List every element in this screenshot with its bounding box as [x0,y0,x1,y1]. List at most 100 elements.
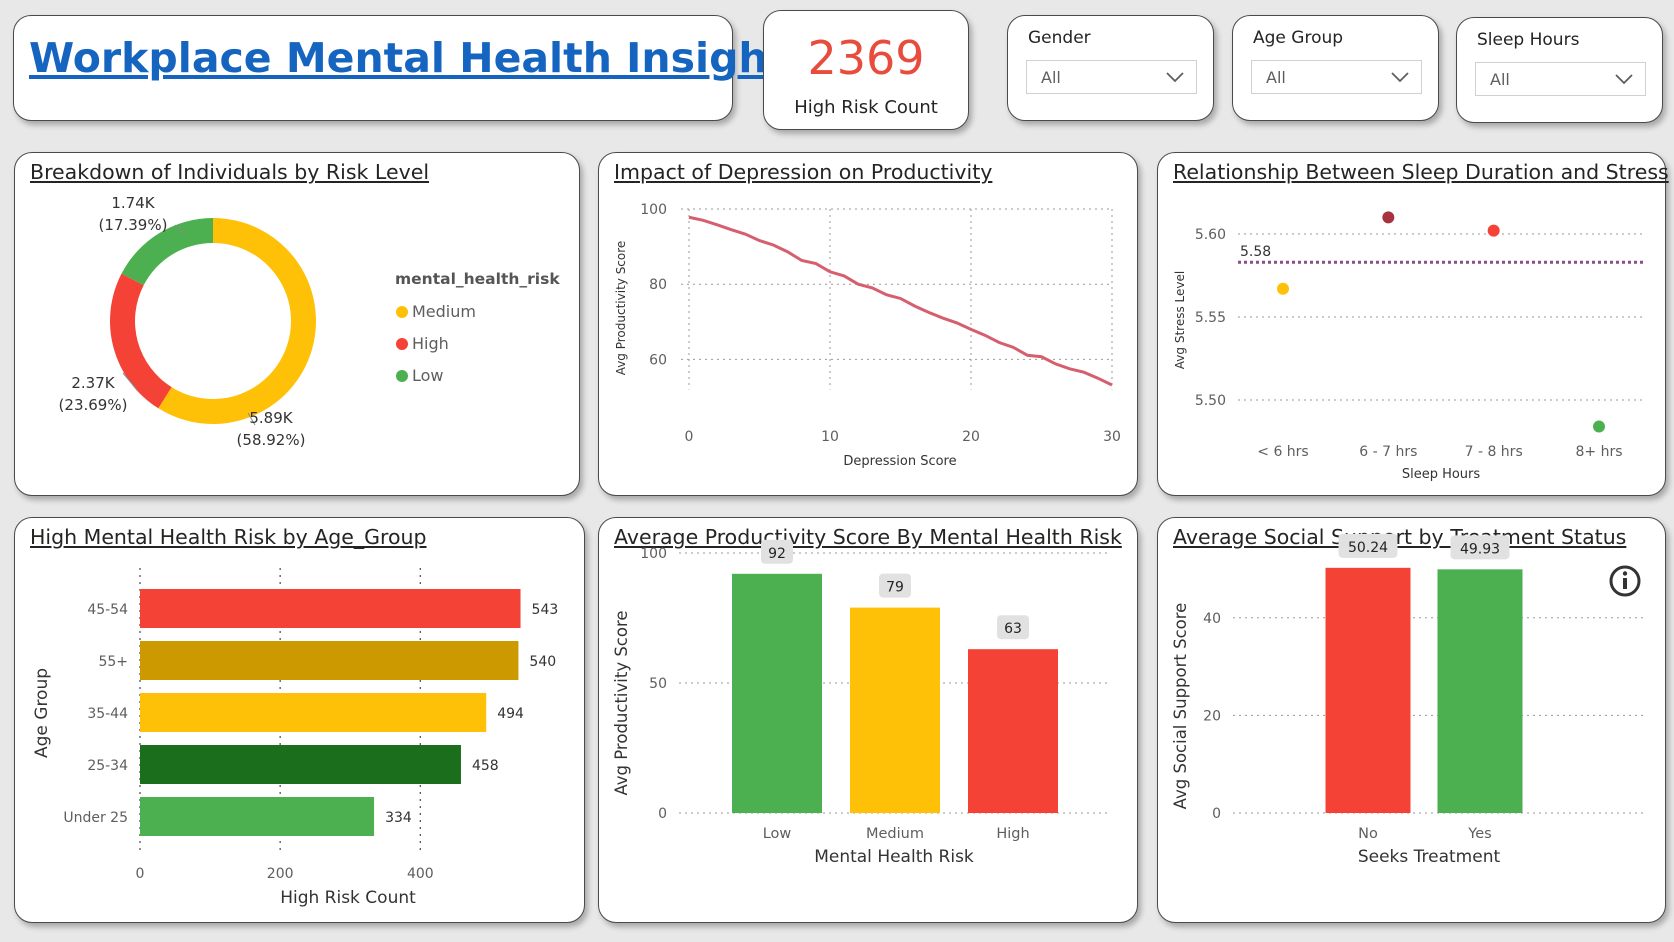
y-tick-label: 100 [640,546,667,562]
scatter-title: Relationship Between Sleep Duration and … [1173,160,1669,184]
y-axis-title: Avg Social Support Score [1171,603,1190,810]
scatter-chart: 5.50 5.55 5.60 5.58 < 6 hrs 6 - 7 hrs 7 - 8 hr… [1173,211,1644,482]
donut-slice-high [109,273,172,409]
bar-value-label: 543 [532,602,559,618]
y-tick-label: 40 [1203,611,1221,627]
x-tick-label: Yes [1467,826,1491,842]
data-label-bg [879,573,911,598]
gender-dropdown-value: All [1041,68,1061,87]
x-tick-label: No [1358,826,1378,842]
x-axis-title: Seeks Treatment [1358,847,1501,867]
x-tick-label: 6 - 7 hrs [1359,444,1417,460]
y-axis-title: Avg Productivity Score [614,241,628,376]
page-title[interactable]: Workplace Mental Health Insights [29,34,812,82]
x-tick-label: 10 [821,429,839,445]
x-axis-title: Sleep Hours [1402,467,1481,482]
y-axis-title: Avg Productivity Score [612,610,631,795]
age-group-slicer-label: Age Group [1253,28,1344,48]
x-tick-label: 8+ hrs [1575,444,1622,460]
kpi-card: 2369 High Risk Count [763,10,969,130]
bar-low [732,573,822,813]
donut-pct-label: (17.39%) [99,216,168,234]
header-card: Workplace Mental Health Insights [13,15,812,121]
scatter-card: Relationship Between Sleep Duration and … [1157,152,1669,496]
info-icon[interactable] [1608,564,1642,598]
vbar2-title: Average Social Support by Treatment Stat… [1173,525,1627,549]
bar-under-25 [140,797,375,836]
donut-leader-line [174,224,185,234]
scatter-point-0 [1277,282,1289,295]
data-label: 63 [1004,621,1022,637]
data-label: 79 [886,580,904,596]
age-group-slicer: Age Group All [1232,15,1439,121]
hbar-card: High Mental Health Risk by Age_Group 0 20… [14,517,585,923]
y-tick-label: 5.60 [1195,227,1226,243]
donut-slice-medium [158,218,316,424]
x-tick-label: 0 [685,429,694,445]
legend-marker-medium [396,306,408,318]
y-axis-title: Avg Stress Level [1173,271,1187,369]
hbar-title: High Mental Health Risk by Age_Group [30,525,427,549]
x-tick-label: 400 [407,866,434,882]
donut-value-label: 5.89K [249,409,293,427]
x-tick-label: 30 [1103,429,1121,445]
donut-leader-line [247,412,256,426]
age-group-dropdown[interactable]: All [1251,60,1422,94]
bar-no [1325,567,1411,813]
bar-45-54 [140,589,521,628]
kpi-value: 2369 [807,31,925,85]
donut-card: Breakdown of Individuals by Risk Level 5… [14,152,580,496]
bar-high [968,649,1058,813]
legend-label-high: High [412,334,449,353]
scatter-point-1 [1382,211,1395,224]
y-axis-title: Age Group [32,668,52,758]
donut-pct-label: (23.69%) [59,396,128,414]
age-group-dropdown-value: All [1266,68,1286,87]
y-tick-label: 35-44 [87,706,128,722]
x-tick-label: 7 - 8 hrs [1465,444,1523,460]
chevron-down-icon [1391,72,1409,83]
sleep-hours-dropdown[interactable]: All [1475,62,1646,96]
x-tick-label: 0 [136,866,145,882]
legend-label-low: Low [412,366,444,385]
legend-label-medium: Medium [412,302,476,321]
y-tick-label: 55+ [98,654,128,670]
x-axis-title: Mental Health Risk [814,847,974,867]
gender-slicer-label: Gender [1028,28,1091,48]
reference-line-label: 5.58 [1240,244,1271,260]
hbar-chart: 0 200 400 543 45-54 540 55+ 494 35-44 458 25-34 334… [32,568,559,908]
chevron-down-icon [1166,72,1184,83]
donut-slice-low [121,218,213,286]
x-tick-label: < 6 hrs [1257,444,1308,460]
line-chart: 60 80 100 0 10 20 30 Depression Score Avg Produc… [614,202,1121,469]
x-tick-label: 20 [962,429,980,445]
vbar1-card: Average Productivity Score By Mental Hea… [598,517,1138,923]
y-tick-label: 25-34 [87,758,128,774]
x-tick-label: Medium [866,826,924,842]
bar-35-44 [140,693,487,732]
data-label: 49.93 [1460,541,1500,557]
data-label-bg [997,615,1029,640]
gender-slicer: Gender All [1007,15,1214,121]
vbar2-chart: 0 20 40 50.24 No 49.93 Yes Seeks Treatment Avg S… [1171,533,1644,867]
kpi-label: High Risk Count [794,97,938,118]
x-axis-title: High Risk Count [280,888,416,908]
gender-dropdown[interactable]: All [1026,60,1197,94]
bar-value-label: 540 [529,654,556,670]
scatter-point-3 [1593,420,1605,433]
sleep-hours-dropdown-value: All [1490,70,1510,89]
donut-title: Breakdown of Individuals by Risk Level [30,160,430,184]
y-tick-label: 60 [649,352,667,368]
scatter-point-2 [1487,224,1500,237]
sleep-hours-slicer-label: Sleep Hours [1477,30,1580,50]
x-tick-label: High [996,826,1029,842]
y-tick-label: 5.50 [1195,393,1226,409]
series-line [688,215,1113,387]
vbar1-title: Average Productivity Score By Mental Hea… [614,525,1122,549]
line-title: Impact of Depression on Productivity [614,160,993,184]
x-axis-title: Depression Score [843,454,956,469]
x-tick-label: 200 [267,866,294,882]
donut-value-label: 2.37K [71,374,115,392]
bar-medium [850,607,940,813]
donut-value-label: 1.74K [111,194,155,212]
